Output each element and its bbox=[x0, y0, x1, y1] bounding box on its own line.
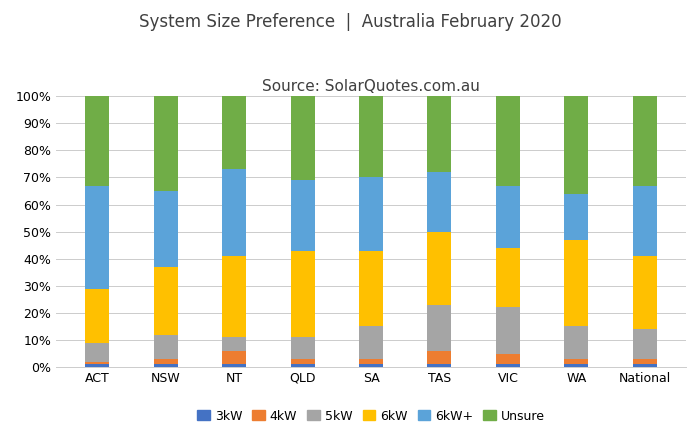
Bar bbox=[359, 96, 383, 177]
Bar bbox=[428, 305, 452, 351]
Bar bbox=[496, 96, 520, 186]
Bar bbox=[85, 186, 109, 288]
Bar bbox=[633, 256, 657, 329]
Bar bbox=[633, 364, 657, 367]
Bar bbox=[85, 96, 109, 186]
Bar bbox=[290, 250, 314, 337]
Bar bbox=[222, 337, 246, 351]
Bar bbox=[633, 186, 657, 256]
Bar bbox=[290, 364, 314, 367]
Bar bbox=[496, 364, 520, 367]
Bar bbox=[153, 359, 178, 364]
Bar bbox=[359, 177, 383, 250]
Bar bbox=[359, 364, 383, 367]
Bar bbox=[153, 96, 178, 191]
Bar bbox=[428, 351, 452, 364]
Bar bbox=[222, 169, 246, 256]
Bar bbox=[153, 191, 178, 267]
Bar bbox=[222, 364, 246, 367]
Bar bbox=[564, 96, 589, 194]
Bar bbox=[496, 248, 520, 308]
Bar bbox=[222, 96, 246, 169]
Bar bbox=[85, 288, 109, 343]
Bar bbox=[428, 364, 452, 367]
Bar bbox=[359, 326, 383, 359]
Bar bbox=[633, 359, 657, 364]
Bar bbox=[85, 364, 109, 367]
Bar bbox=[428, 172, 452, 232]
Text: System Size Preference  |  Australia February 2020: System Size Preference | Australia Febru… bbox=[139, 13, 561, 31]
Bar bbox=[564, 240, 589, 326]
Bar bbox=[633, 96, 657, 186]
Bar bbox=[222, 256, 246, 337]
Bar bbox=[496, 308, 520, 354]
Bar bbox=[222, 351, 246, 364]
Bar bbox=[153, 335, 178, 359]
Bar bbox=[359, 250, 383, 326]
Bar bbox=[428, 232, 452, 305]
Bar bbox=[428, 96, 452, 172]
Bar bbox=[85, 343, 109, 362]
Bar bbox=[290, 180, 314, 250]
Bar bbox=[496, 354, 520, 364]
Bar bbox=[496, 186, 520, 248]
Bar bbox=[564, 326, 589, 359]
Bar bbox=[85, 362, 109, 364]
Bar bbox=[153, 364, 178, 367]
Bar bbox=[290, 359, 314, 364]
Bar bbox=[564, 194, 589, 240]
Bar bbox=[359, 359, 383, 364]
Bar bbox=[290, 337, 314, 359]
Legend: 3kW, 4kW, 5kW, 6kW, 6kW+, Unsure: 3kW, 4kW, 5kW, 6kW, 6kW+, Unsure bbox=[194, 406, 548, 427]
Bar bbox=[633, 329, 657, 359]
Bar bbox=[564, 364, 589, 367]
Bar bbox=[153, 267, 178, 335]
Bar bbox=[564, 359, 589, 364]
Title: Source: SolarQuotes.com.au: Source: SolarQuotes.com.au bbox=[262, 79, 480, 94]
Bar bbox=[290, 96, 314, 180]
